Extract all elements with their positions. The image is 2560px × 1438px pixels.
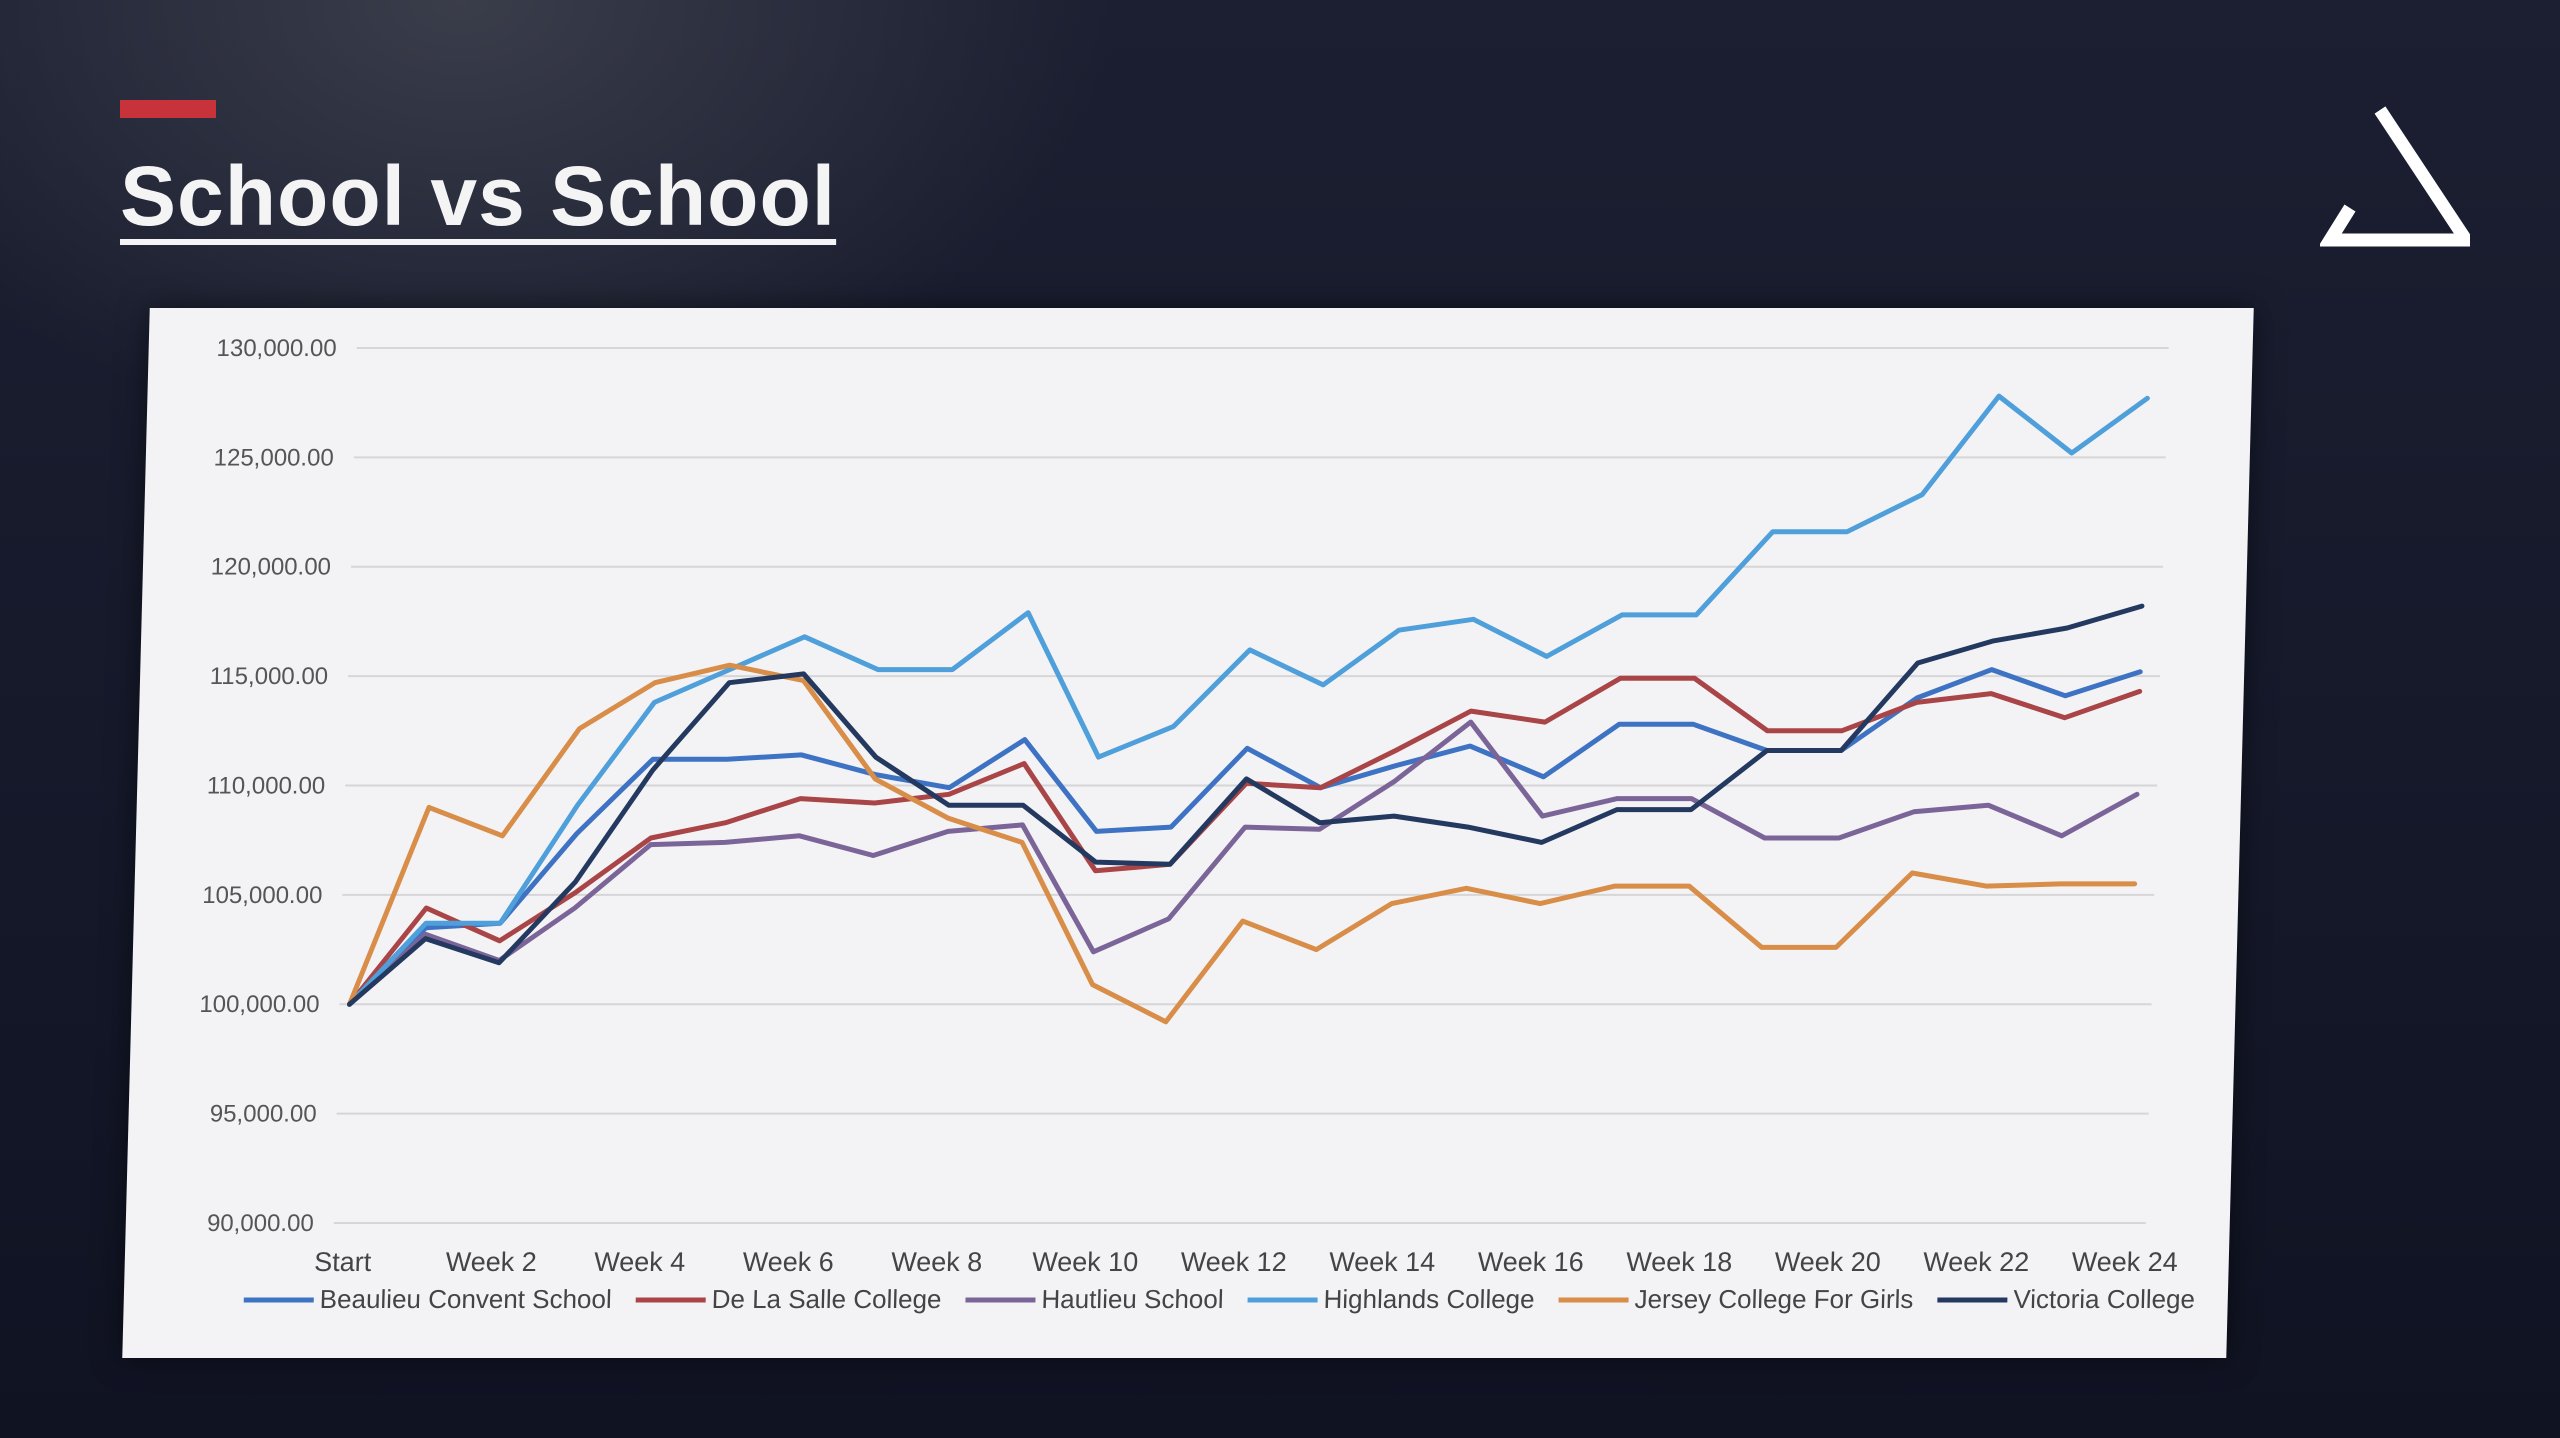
triangle-logo-icon (2320, 106, 2470, 247)
x-tick-label: Week 4 (594, 1247, 686, 1277)
x-tick-label: Week 24 (2071, 1247, 2178, 1277)
x-tick-label: Week 8 (891, 1247, 983, 1277)
series-line-highlands-college (347, 393, 2150, 1007)
series-line-de-la-salle-college (347, 675, 2143, 1007)
y-axis-ticks: 130,000.00 125,000.00 120,000.00 115,000.00… (199, 335, 337, 1237)
series-line-hautlieu-school (347, 719, 2140, 1007)
x-axis-ticks: Start Week 2 Week 4 Week 6 Week 8 Week 10 Week… (314, 1247, 2178, 1277)
y-tick-label: 110,000.00 (207, 773, 326, 800)
legend-label-jersey-college-for-girls: Jersey College For Girls (1634, 1284, 1914, 1314)
y-tick-label: 125,000.00 (213, 444, 334, 471)
x-tick-label: Week 12 (1180, 1247, 1287, 1277)
x-tick-label: Week 20 (1774, 1247, 1881, 1277)
y-tick-label: 105,000.00 (202, 882, 323, 909)
x-tick-label: Week 6 (742, 1247, 834, 1277)
y-tick-label: 90,000.00 (207, 1210, 314, 1237)
legend: Beaulieu Convent School De La Salle Colle… (243, 1284, 2195, 1314)
legend-label-hautlieu-school: Hautlieu School (1041, 1284, 1224, 1314)
legend-label-victoria-college: Victoria College (2013, 1284, 2195, 1314)
chart-card: 130,000.00 125,000.00 120,000.00 115,000.00… (122, 308, 2254, 1358)
x-tick-label: Week 16 (1477, 1247, 1584, 1277)
x-tick-label: Start (314, 1247, 372, 1277)
x-tick-label: Week 22 (1923, 1247, 2030, 1277)
series-line-jersey-college-for-girls (347, 662, 2138, 1025)
y-tick-label: 115,000.00 (209, 663, 328, 690)
legend-label-beaulieu-convent-school: Beaulieu Convent School (319, 1284, 612, 1314)
legend-label-de-la-salle-college: De La Salle College (711, 1284, 942, 1314)
y-tick-label: 100,000.00 (199, 991, 320, 1018)
y-tick-label: 120,000.00 (211, 554, 332, 581)
x-tick-label: Week 2 (445, 1247, 537, 1277)
y-tick-label: 130,000.00 (216, 335, 337, 362)
legend-label-highlands-college: Highlands College (1323, 1284, 1535, 1314)
x-tick-label: Week 14 (1329, 1247, 1436, 1277)
x-tick-label: Week 10 (1032, 1247, 1139, 1277)
accent-bar (120, 100, 216, 118)
line-chart: 130,000.00 125,000.00 120,000.00 115,000.00… (199, 335, 2195, 1314)
slide-title: School vs School (120, 149, 837, 243)
y-tick-label: 95,000.00 (210, 1101, 317, 1128)
series-lines (347, 393, 2150, 1025)
x-tick-label: Week 18 (1626, 1247, 1733, 1277)
series-line-victoria-college (347, 603, 2145, 1007)
